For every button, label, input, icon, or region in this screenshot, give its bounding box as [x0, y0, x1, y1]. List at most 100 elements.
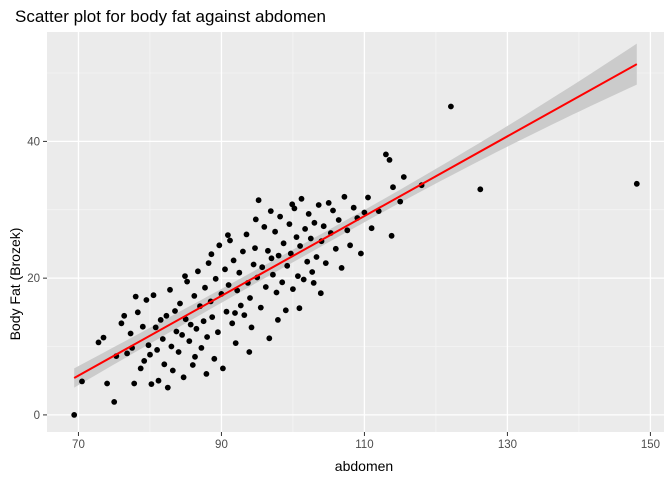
- data-point: [225, 232, 231, 239]
- data-point: [275, 252, 282, 259]
- data-point: [209, 314, 216, 320]
- data-point: [296, 305, 303, 312]
- data-point: [279, 279, 286, 286]
- data-point: [193, 325, 200, 332]
- data-point: [282, 307, 289, 314]
- data-point: [215, 329, 221, 336]
- x-axis-ticks: 70 90 110 130 150: [72, 432, 660, 451]
- data-point: [145, 342, 152, 349]
- data-point: [397, 198, 404, 205]
- data-point: [247, 295, 253, 301]
- data-point: [111, 399, 118, 405]
- y-tick-label: 20: [27, 273, 40, 285]
- data-point: [184, 278, 191, 285]
- data-point: [307, 235, 314, 242]
- data-point: [347, 242, 353, 249]
- data-points: [71, 103, 640, 418]
- data-point: [277, 213, 283, 220]
- y-tick-label: 0: [34, 410, 40, 422]
- data-point: [267, 208, 274, 215]
- data-point: [187, 321, 194, 328]
- data-point: [320, 223, 327, 230]
- data-point: [132, 293, 139, 300]
- data-point: [350, 204, 357, 211]
- data-point: [121, 312, 128, 319]
- data-point: [268, 255, 275, 262]
- data-point: [633, 180, 640, 187]
- data-point: [137, 365, 144, 372]
- data-point: [265, 247, 271, 254]
- data-point: [386, 157, 393, 163]
- data-point: [154, 347, 161, 353]
- data-point: [232, 340, 239, 346]
- data-point: [252, 216, 259, 223]
- data-point: [211, 355, 218, 362]
- data-point: [261, 224, 268, 230]
- data-point: [148, 381, 155, 387]
- data-point: [222, 266, 228, 273]
- data-point: [325, 200, 332, 206]
- data-point: [295, 273, 301, 279]
- data-point: [139, 323, 146, 330]
- data-point: [192, 353, 198, 360]
- data-point: [203, 371, 210, 377]
- data-point: [252, 245, 258, 252]
- data-point: [390, 184, 396, 191]
- data-point: [309, 269, 316, 275]
- data-point: [330, 207, 336, 214]
- data-point: [388, 232, 395, 239]
- data-point: [169, 367, 176, 374]
- data-point: [448, 103, 454, 110]
- data-point: [365, 194, 371, 201]
- regression-line: [73, 63, 638, 379]
- data-point: [134, 309, 141, 316]
- data-point: [202, 284, 208, 291]
- data-point: [266, 335, 273, 342]
- data-point: [159, 336, 166, 342]
- data-point: [216, 242, 223, 249]
- data-point: [317, 290, 324, 297]
- data-point: [272, 228, 278, 235]
- data-point: [180, 374, 187, 381]
- data-point: [240, 248, 246, 255]
- data-point: [208, 251, 215, 258]
- data-point: [250, 261, 257, 268]
- data-point: [237, 302, 244, 309]
- data-point: [243, 231, 250, 238]
- major-gridlines: [47, 32, 664, 432]
- data-point: [195, 268, 201, 275]
- data-point: [79, 378, 85, 385]
- data-point: [270, 271, 276, 278]
- data-point: [173, 328, 180, 335]
- data-point: [332, 245, 339, 252]
- data-point: [175, 349, 182, 355]
- data-point: [341, 193, 348, 200]
- data-point: [172, 308, 178, 314]
- data-point: [212, 275, 219, 282]
- data-point: [300, 276, 307, 283]
- data-point: [262, 284, 269, 290]
- data-point: [220, 365, 226, 372]
- data-point: [315, 202, 322, 208]
- data-point: [152, 324, 159, 331]
- y-tick-label: 40: [27, 136, 40, 148]
- data-point: [383, 151, 389, 158]
- data-point: [257, 304, 264, 311]
- data-point: [71, 412, 78, 418]
- y-axis-title: Body Fat (Brozek): [7, 228, 23, 341]
- data-point: [118, 320, 125, 327]
- data-point: [223, 308, 230, 315]
- data-point: [189, 362, 196, 368]
- data-point: [168, 343, 175, 350]
- data-point: [400, 174, 407, 180]
- data-point: [304, 258, 311, 265]
- data-point: [104, 380, 110, 387]
- data-point: [200, 318, 207, 325]
- data-point: [246, 349, 253, 355]
- x-tick-label: 130: [498, 439, 517, 451]
- data-point: [143, 297, 150, 303]
- data-point: [313, 254, 320, 260]
- data-point: [127, 330, 134, 337]
- data-point: [150, 292, 157, 299]
- data-point: [368, 225, 375, 232]
